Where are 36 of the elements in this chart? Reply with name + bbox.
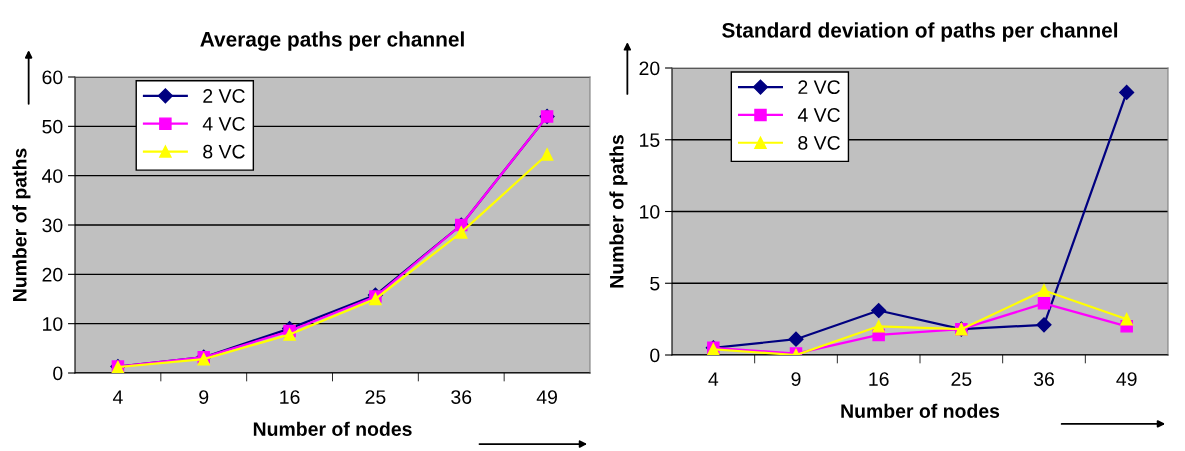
x-tick-label: 16 [869, 372, 889, 386]
legend-label: 2 VC [798, 80, 840, 95]
x-tick-label: 25 [951, 372, 972, 386]
y-tick-label: 50 [42, 119, 63, 134]
legend-label: 8 VC [798, 135, 840, 150]
chart-title: Average paths per channel [200, 31, 464, 51]
x-tick-label: 9 [199, 390, 209, 404]
y-tick-label: 5 [650, 276, 660, 291]
x-axis-title: Number of nodes [253, 421, 412, 436]
y-tick-label: 20 [42, 267, 63, 282]
legend-label: 8 VC [203, 144, 245, 159]
x-tick-label: 16 [280, 390, 300, 404]
chart-title: Standard deviation of paths per channel [722, 22, 1118, 42]
x-tick-label: 9 [791, 372, 801, 386]
legend-label: 4 VC [202, 116, 245, 131]
x-tick-label: 4 [112, 390, 123, 404]
y-tick-label: 30 [42, 218, 63, 233]
x-tick-label: 49 [536, 390, 557, 404]
y-tick-label: 15 [640, 133, 660, 147]
y-axis-title: Number of paths [12, 148, 31, 301]
legend-label: 2 VC [203, 89, 245, 103]
x-axis-title: Number of nodes [841, 403, 1000, 418]
legend-label: 4 VC [797, 108, 840, 122]
y-tick-label: 0 [650, 348, 660, 363]
y-tick-label: 60 [42, 70, 63, 85]
y-tick-label: 10 [43, 317, 63, 331]
y-tick-label: 20 [639, 61, 660, 76]
y-axis-title: Number of paths [609, 135, 628, 288]
y-tick-label: 0 [53, 366, 63, 381]
y-tick-label: 10 [640, 204, 660, 219]
x-tick-label: 36 [451, 390, 472, 404]
x-tick-label: 49 [1116, 372, 1137, 386]
x-tick-label: 36 [1033, 372, 1054, 386]
x-tick-label: 25 [365, 390, 386, 404]
x-tick-label: 4 [708, 372, 719, 386]
y-tick-label: 40 [42, 169, 63, 183]
